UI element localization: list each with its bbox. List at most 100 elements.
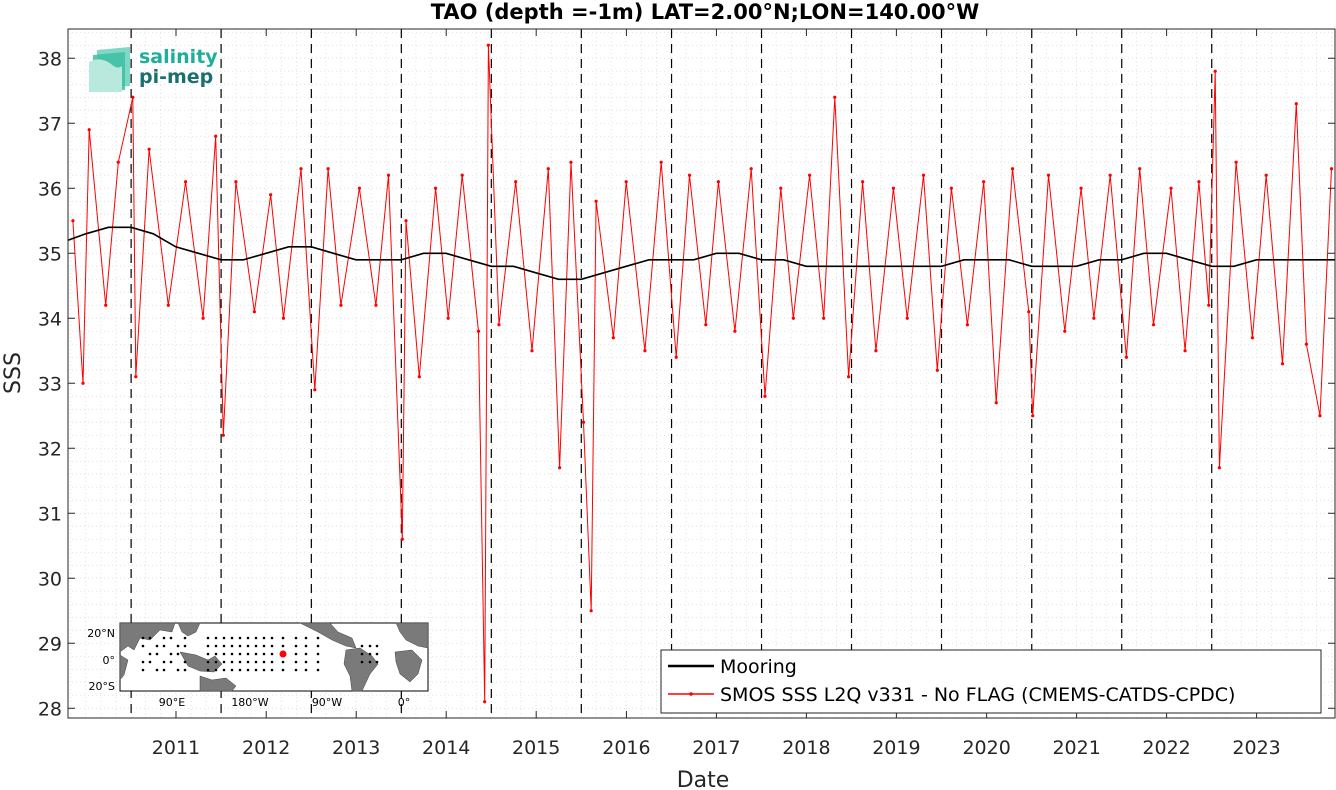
mooring-dot [214,636,218,640]
series-smos-point [417,375,421,379]
mooring-dot [238,652,242,656]
series-smos-point [497,323,501,327]
mooring-dot [316,660,320,664]
mooring-dot [222,668,226,672]
inset-map-ocean [119,622,429,692]
series-smos-point [921,173,926,177]
axis-ticks: 28 29 30 31 32 33 34 35 36 37 38 2011 2012 2013 2014 20… [38,29,1335,759]
salinity-pi-mep-logo: salinity pi-mep [89,46,218,92]
mooring-dot [375,644,379,648]
series-smos-point [400,537,404,541]
series-smos-point [234,180,238,184]
mooring-dot [222,652,226,656]
logo-line-2: pi-mep [139,66,213,88]
series-smos-point [1264,173,1268,177]
mooring-dot [230,668,234,672]
mooring-dot [294,652,298,656]
y-tick-label: 38 [38,48,62,70]
mooring-dot [246,660,250,664]
series-smos-point [822,316,826,320]
mooring-dot [183,668,187,672]
series-smos-point [1046,173,1051,177]
mooring-dot [246,668,250,672]
series-smos-point [935,368,939,372]
series-smos-point [81,381,85,385]
mooring-dot [304,644,308,648]
legend-label-mooring: Mooring [720,656,797,678]
x-tick-label: 2022 [1142,737,1190,759]
mooring-dot [222,636,226,640]
series-smos-point [982,180,986,184]
mooring-dot [294,660,298,664]
mooring-dot [238,668,242,672]
mooring-dot [254,636,258,640]
mooring-dot [304,636,308,640]
series-smos-point [965,323,969,327]
x-tick-label: 2016 [602,737,650,759]
mooring-dot [246,636,250,640]
mooring-dot [254,652,258,656]
inset-lon-label-90e: 90°E [159,696,185,709]
mooring-dot [141,668,145,672]
series-smos-point [1294,102,1298,106]
x-tick-label: 2018 [782,737,830,759]
series-smos-point [1092,316,1096,320]
mooring-dot [169,660,173,664]
series-smos-point [949,186,953,190]
mooring-dot [230,636,234,640]
mooring-dot [214,660,218,664]
y-tick-label: 33 [38,373,62,395]
series-smos-point [558,466,562,470]
x-tick-label: 2017 [692,737,740,759]
series-smos-point [1063,329,1067,333]
inset-lon-label-180w: 180°W [231,696,268,709]
series-smos-point [716,180,720,184]
logo-line-1: salinity [139,46,218,68]
series-smos-point [147,147,151,151]
mooring-dot [206,636,210,640]
x-axis-label: Date [677,768,730,790]
mooring-dot [304,660,308,664]
mooring-dot [360,644,364,648]
series-smos-point [104,303,108,307]
mooring-dot [155,668,159,672]
series-smos-point [643,349,647,353]
series-smos-point [861,180,865,184]
inset-map: 20°N 0° 20°S 90°E 180°W 90°W 0° [87,622,429,709]
series-smos-point [404,219,408,223]
series-smos-point [874,349,878,353]
mooring-dot [294,644,298,648]
series-smos-point [1183,349,1187,353]
series-smos-point [134,375,138,379]
series-smos-point [808,173,812,177]
series-smos-point [386,173,391,177]
series-smos-point [446,316,450,320]
series-smos-point [1031,414,1035,418]
mooring-dot [141,644,145,648]
legend-label-smos: SMOS SSS L2Q v331 - No FLAG (CMEMS-CATDS… [720,684,1235,706]
series-smos-point [1169,186,1173,190]
x-tick-label: 2012 [242,737,290,759]
mooring-dot [206,652,210,656]
mooring-dot [368,644,372,648]
series-smos-point [1250,336,1255,340]
series-smos-point [1151,323,1156,327]
selected-mooring-marker [279,650,287,658]
series-smos-point [434,186,438,190]
mooring-dot [238,636,242,640]
series-layer [67,43,1335,704]
series-smos-point [131,95,135,99]
series-smos-point [1217,466,1221,470]
mooring-dot [206,660,210,664]
series-smos-point [486,43,490,47]
mooring-dot [270,668,274,672]
mooring-dot [148,636,152,640]
mooring-dot [281,636,285,640]
series-smos-point [201,316,205,320]
mooring-dot [281,668,285,672]
series-smos-point [374,303,378,307]
series-smos-point [581,420,586,424]
mooring-dot [375,660,379,664]
mooring-dot [141,660,145,664]
x-tick-label: 2020 [962,737,1010,759]
